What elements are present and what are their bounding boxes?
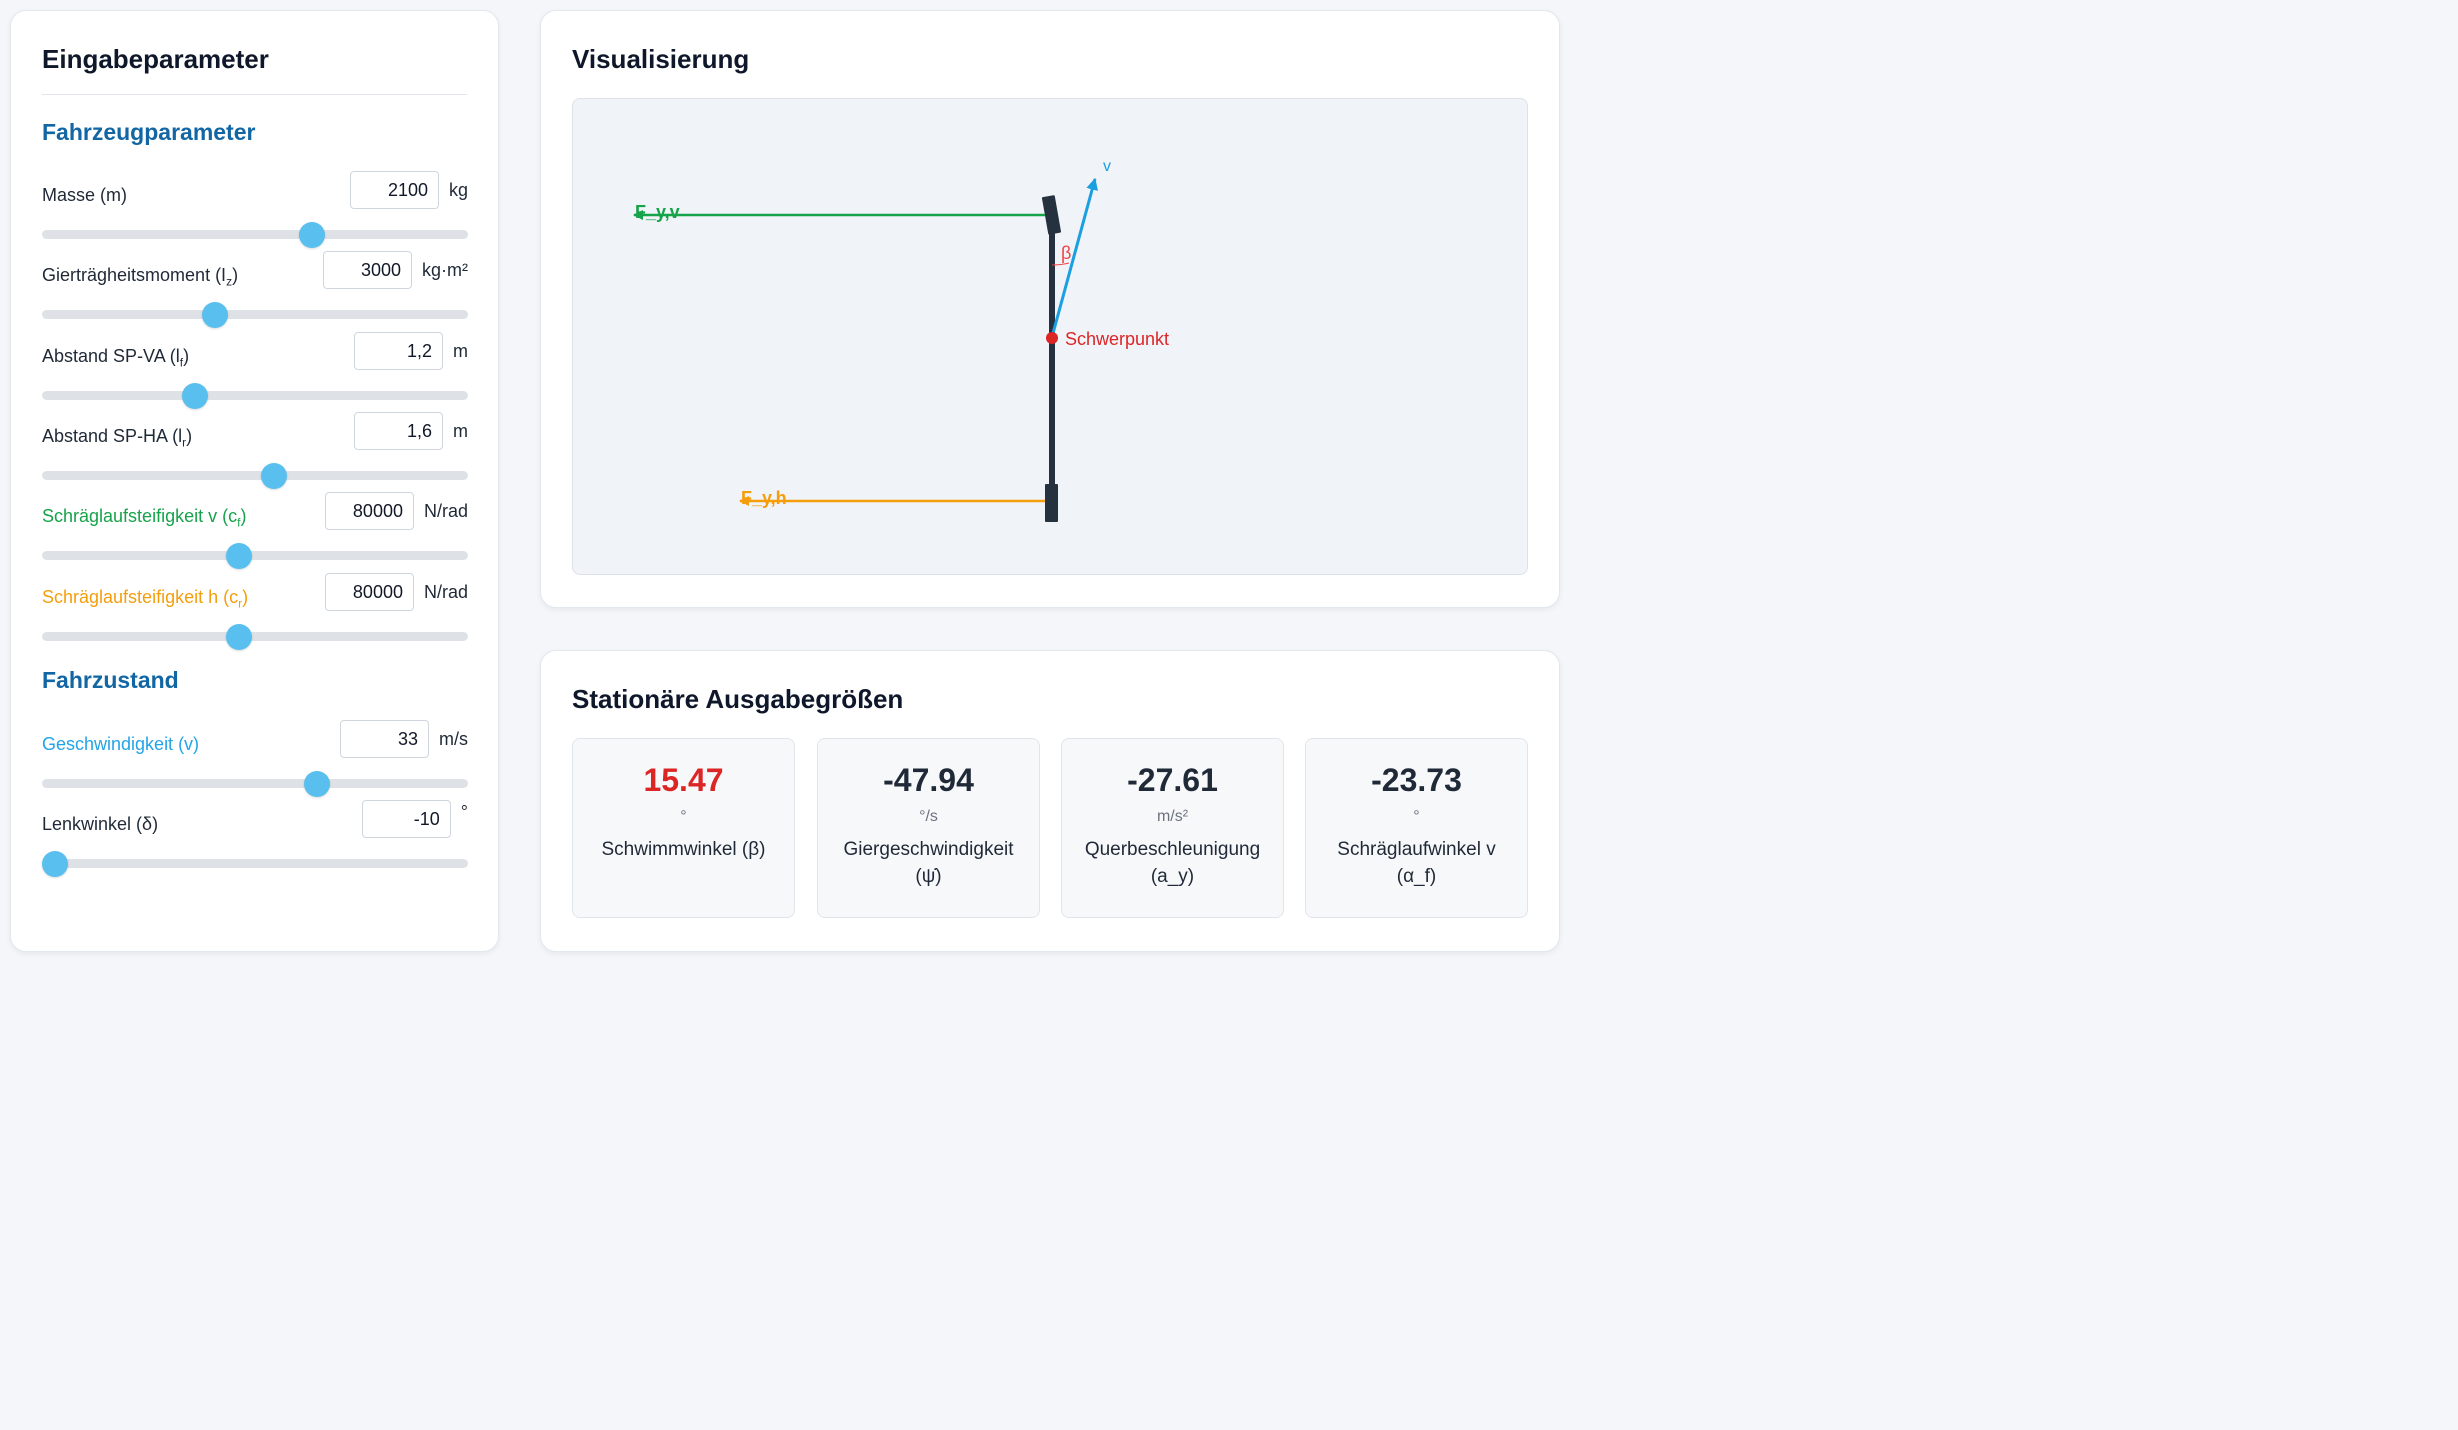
distance-front-axle-input[interactable] — [354, 332, 443, 370]
visualization-title: Visualisierung — [572, 44, 750, 74]
yaw-inertia-slider-track — [42, 310, 468, 319]
param-steering-angle: Lenkwinkel (δ) ° — [41, 800, 468, 890]
distance-rear-axle-unit: m — [453, 420, 468, 441]
yaw-rate-unit: °/s — [919, 808, 938, 825]
speed-slider[interactable] — [42, 769, 468, 799]
distance-front-axle-slider[interactable] — [42, 381, 468, 411]
yaw-inertia-input[interactable] — [323, 251, 412, 289]
center-of-gravity-marker — [1046, 332, 1058, 344]
steering-angle-input[interactable] — [361, 800, 451, 838]
speed-input[interactable] — [340, 720, 429, 758]
rear-wheel — [1045, 484, 1058, 522]
visualization-canvas: F_y,v F_y,h β v Schwerpunkt — [572, 98, 1528, 575]
cornering-stiffness-rear-label: Schräglaufsteifigkeit h (cr) — [42, 587, 249, 611]
distance-front-axle-unit: m — [453, 340, 468, 361]
center-of-gravity-label: Schwerpunkt — [1065, 329, 1169, 349]
cornering-stiffness-front-label: Schräglaufsteifigkeit v (cf) — [42, 506, 247, 530]
input-panel-title: Eingabeparameter — [42, 44, 269, 74]
metric-sideslip-angle: 15.47 ° Schwimmwinkel (β) — [572, 738, 795, 918]
stationary-outputs-panel: Stationäre Ausgabegrößen 15.47 ° Schwimm… — [540, 650, 1560, 952]
param-distance-front-axle: Abstand SP-VA (lf) m — [42, 332, 468, 422]
slip-angle-front-label: Schräglaufwinkel v (α_f) — [1337, 839, 1496, 887]
param-distance-rear-axle: Abstand SP-HA (lr) m — [42, 412, 468, 502]
distance-rear-axle-label: Abstand SP-HA (lr) — [42, 426, 193, 450]
cornering-stiffness-rear-slider-track — [42, 632, 468, 641]
param-yaw-inertia: Gierträgheitsmoment (Iz) kg·m² — [42, 251, 468, 341]
param-cornering-stiffness-rear: Schräglaufsteifigkeit h (cr) N/rad — [42, 573, 468, 663]
slip-angle-front-value: -23.73 — [1371, 762, 1462, 798]
velocity-vector-arrow — [1050, 177, 1098, 338]
sideslip-angle-value: 15.47 — [643, 762, 724, 798]
mass-label: Masse (m) — [42, 185, 127, 205]
speed-slider-thumb[interactable] — [303, 771, 330, 797]
lateral-acceleration-value: -27.61 — [1127, 762, 1218, 798]
cornering-stiffness-front-slider[interactable] — [42, 541, 468, 571]
param-mass: Masse (m) kg — [42, 171, 468, 261]
yaw-inertia-label: Gierträgheitsmoment (Iz) — [42, 265, 239, 289]
yaw-rate-value: -47.94 — [883, 762, 974, 798]
rear-force-label: F_y,h — [741, 488, 787, 508]
yaw-inertia-unit: kg·m² — [422, 259, 468, 280]
metric-lateral-acceleration: -27.61 m/s² Querbeschleunigung (a_y) — [1061, 738, 1284, 918]
beta-angle-arc — [1051, 262, 1070, 266]
distance-front-axle-slider-track — [42, 391, 468, 400]
cornering-stiffness-rear-unit: N/rad — [423, 581, 468, 602]
speed-slider-track — [42, 779, 468, 788]
sideslip-angle-unit: ° — [680, 808, 687, 825]
single-track-diagram: F_y,v F_y,h β v Schwerpunkt — [633, 158, 1169, 522]
cornering-stiffness-front-slider-thumb[interactable] — [225, 543, 252, 569]
steering-angle-slider-thumb[interactable] — [41, 851, 68, 877]
outputs-title: Stationäre Ausgabegrößen — [572, 684, 904, 714]
mass-slider-track — [42, 230, 468, 239]
distance-rear-axle-slider-track — [42, 471, 468, 480]
front-force-label: F_y,v — [635, 202, 680, 222]
cornering-stiffness-rear-slider[interactable] — [42, 622, 468, 652]
yaw-inertia-slider-thumb[interactable] — [201, 302, 228, 328]
yaw-rate-label: Giergeschwindigkeit (ψ̇) — [843, 839, 1014, 887]
cornering-stiffness-rear-slider-thumb[interactable] — [225, 624, 252, 650]
section-vehicle-parameters: Fahrzeugparameter — [42, 119, 256, 145]
input-parameters-panel: Eingabeparameter Fahrzeugparameter Masse… — [10, 10, 499, 952]
front-wheel — [1041, 195, 1062, 235]
steering-angle-unit: ° — [460, 802, 468, 822]
distance-rear-axle-input[interactable] — [354, 412, 443, 450]
velocity-label: v — [1103, 158, 1111, 175]
cornering-stiffness-front-unit: N/rad — [423, 500, 468, 521]
yaw-inertia-slider[interactable] — [42, 300, 468, 330]
distance-rear-axle-slider-thumb[interactable] — [261, 463, 288, 489]
distance-front-axle-label: Abstand SP-VA (lf) — [42, 346, 190, 370]
lateral-acceleration-label: Querbeschleunigung (a_y) — [1084, 839, 1261, 887]
steering-angle-label: Lenkwinkel (δ) — [42, 814, 159, 834]
metric-slip-angle-front: -23.73 ° Schräglaufwinkel v (α_f) — [1305, 738, 1528, 918]
mass-input[interactable] — [349, 171, 439, 209]
lateral-acceleration-unit: m/s² — [1156, 808, 1189, 825]
section-driving-state: Fahrzustand — [42, 667, 179, 693]
cornering-stiffness-front-input[interactable] — [324, 492, 414, 530]
distance-rear-axle-slider[interactable] — [42, 461, 468, 491]
param-speed: Geschwindigkeit (v) m/s — [42, 720, 468, 810]
title-divider — [42, 94, 467, 95]
mass-slider-thumb[interactable] — [298, 222, 325, 248]
mass-unit: kg — [448, 179, 468, 200]
mass-slider[interactable] — [42, 220, 468, 250]
steering-angle-slider-track — [42, 859, 468, 868]
param-cornering-stiffness-front: Schräglaufsteifigkeit v (cf) N/rad — [42, 492, 468, 582]
cornering-stiffness-front-slider-track — [42, 551, 468, 560]
sideslip-angle-label: Schwimmwinkel (β) — [601, 839, 766, 860]
speed-unit: m/s — [439, 728, 468, 749]
distance-front-axle-slider-thumb[interactable] — [181, 383, 208, 409]
metric-yaw-rate: -47.94 °/s Giergeschwindigkeit (ψ̇) — [817, 738, 1040, 918]
steering-angle-slider[interactable] — [41, 849, 468, 879]
speed-label: Geschwindigkeit (v) — [42, 734, 200, 754]
cornering-stiffness-rear-input[interactable] — [324, 573, 414, 611]
beta-label: β — [1061, 243, 1071, 263]
visualization-panel: Visualisierung F_y,v F_y,h β — [540, 10, 1560, 608]
slip-angle-front-unit: ° — [1413, 808, 1420, 825]
